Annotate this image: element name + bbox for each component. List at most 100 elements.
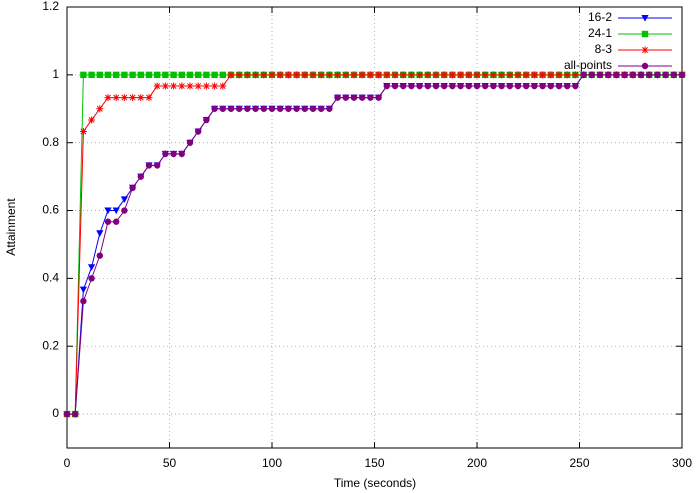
data-point — [375, 94, 382, 101]
data-point — [482, 82, 489, 90]
data-point — [318, 105, 325, 112]
data-point — [170, 71, 177, 79]
data-point — [621, 71, 628, 79]
data-point — [613, 71, 620, 79]
data-point — [662, 71, 669, 79]
y-tick-label: 0 — [52, 406, 59, 420]
data-point — [383, 71, 391, 79]
data-point — [539, 71, 547, 79]
data-point — [219, 71, 226, 79]
data-point — [646, 71, 653, 79]
data-point — [342, 94, 349, 101]
legend-label: 24-1 — [588, 26, 612, 40]
data-point — [194, 82, 202, 90]
data-point — [113, 71, 120, 79]
data-point — [195, 128, 202, 135]
data-point — [219, 82, 227, 90]
data-point — [268, 105, 276, 112]
data-point — [88, 71, 95, 79]
data-point — [334, 94, 341, 101]
data-point — [342, 71, 350, 79]
data-point — [309, 105, 317, 112]
data-point — [96, 105, 104, 113]
data-point — [424, 82, 431, 90]
data-point — [72, 410, 79, 418]
data-point — [350, 94, 358, 101]
data-point — [490, 82, 497, 90]
data-point — [227, 105, 235, 112]
data-point — [113, 218, 120, 225]
data-point — [678, 71, 686, 79]
data-point — [317, 71, 325, 79]
data-point — [120, 196, 128, 203]
data-point — [137, 71, 144, 79]
data-point — [572, 82, 579, 90]
data-point — [457, 71, 465, 79]
data-point — [399, 71, 407, 79]
data-point — [555, 71, 563, 79]
y-tick-label: 1.2 — [42, 0, 59, 13]
data-point — [465, 71, 473, 79]
data-point — [88, 264, 96, 271]
data-point — [580, 71, 587, 79]
data-point — [236, 105, 243, 112]
data-point — [243, 71, 251, 79]
data-point — [186, 82, 194, 90]
data-point — [309, 71, 317, 79]
data-point — [235, 71, 243, 79]
data-point — [514, 71, 522, 79]
data-point — [416, 71, 424, 79]
data-point — [367, 94, 374, 101]
data-point — [293, 105, 300, 112]
data-point — [104, 218, 112, 225]
data-point — [170, 150, 177, 158]
data-point — [202, 82, 210, 90]
data-point — [178, 71, 185, 79]
y-tick-label: 0.8 — [42, 135, 59, 149]
data-point — [637, 71, 645, 79]
data-point — [104, 207, 112, 215]
data-point — [539, 82, 546, 90]
x-axis-label: Time (seconds) — [334, 476, 416, 490]
data-point — [121, 71, 128, 79]
data-point — [162, 71, 169, 79]
data-point — [129, 94, 137, 102]
data-point — [596, 71, 604, 79]
data-point — [211, 105, 218, 112]
data-point — [523, 82, 530, 90]
x-tick-label: 0 — [64, 456, 71, 470]
x-tick-label: 200 — [467, 456, 487, 470]
legend-marker — [641, 30, 649, 38]
data-point — [268, 71, 276, 79]
data-point — [563, 71, 571, 79]
data-point — [359, 94, 366, 101]
y-tick-label: 0.4 — [42, 271, 59, 285]
y-tick-label: 1 — [52, 67, 59, 81]
data-point — [400, 82, 407, 90]
data-point — [154, 162, 161, 169]
data-point — [383, 82, 390, 90]
data-point — [203, 116, 210, 124]
data-point — [366, 71, 374, 79]
data-point — [88, 116, 96, 124]
data-point — [112, 207, 120, 215]
data-point — [605, 71, 612, 79]
x-tick-label: 300 — [672, 456, 692, 470]
data-point — [260, 71, 268, 79]
data-point — [162, 150, 169, 158]
data-point — [449, 82, 456, 90]
data-point — [457, 82, 464, 90]
y-tick-label: 0.6 — [42, 203, 59, 217]
x-tick-label: 150 — [364, 456, 384, 470]
data-point — [375, 71, 383, 79]
data-point — [195, 71, 202, 79]
data-point — [227, 71, 235, 79]
data-point — [432, 71, 440, 79]
data-point — [481, 71, 489, 79]
data-point — [448, 71, 456, 79]
data-point — [121, 207, 128, 214]
data-point — [252, 71, 260, 79]
plot-frame — [66, 6, 683, 449]
data-point — [63, 410, 71, 418]
data-point — [96, 252, 104, 259]
